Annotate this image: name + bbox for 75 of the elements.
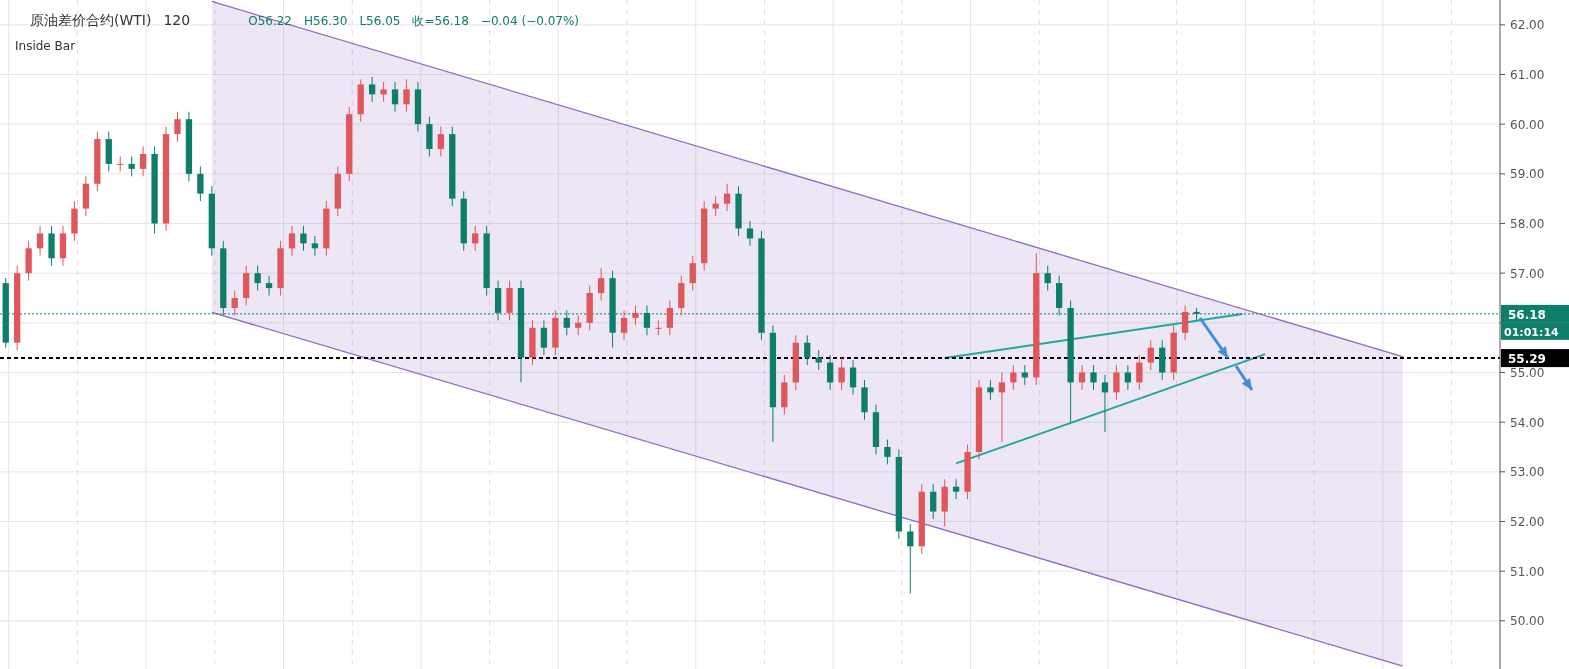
candlestick	[231, 290, 238, 316]
candlestick	[380, 81, 387, 103]
annotation: H56.30	[304, 14, 348, 28]
y-tick-label: 57.00	[1510, 266, 1545, 281]
candlestick	[472, 225, 479, 252]
candlestick	[300, 225, 307, 252]
candlestick	[930, 483, 937, 520]
candlestick	[1021, 364, 1028, 386]
candlestick	[368, 76, 376, 103]
candlestick	[1124, 364, 1132, 391]
y-tick-label: 53.00	[1510, 465, 1545, 480]
text: 120	[163, 12, 191, 28]
candlestick	[987, 379, 994, 401]
annotation: −0.04 (−0.07%)	[480, 14, 579, 28]
candlestick	[174, 111, 181, 143]
candlestick	[804, 334, 811, 366]
y-tick-label: 54.00	[1510, 415, 1545, 430]
candlestick	[1090, 364, 1097, 391]
candlestick	[1113, 364, 1120, 401]
candlestick	[265, 275, 273, 297]
y-tick-label: 55.00	[1510, 365, 1545, 380]
candlestick	[952, 478, 960, 500]
candlestick	[1010, 364, 1017, 391]
candlestick	[128, 155, 135, 177]
y-tick-label: 50.00	[1510, 614, 1545, 629]
candlestick	[849, 359, 857, 396]
ref-line-label: 55.29	[1508, 352, 1546, 367]
candlestick	[1181, 304, 1189, 341]
candlestick	[254, 265, 261, 292]
candlestick	[117, 155, 124, 172]
candlestick	[712, 195, 719, 217]
candlestick	[620, 309, 628, 341]
annotation: O56.22	[248, 14, 292, 28]
candlestick	[575, 314, 582, 336]
candlestick	[197, 165, 204, 202]
annotation: L56.05	[359, 14, 401, 28]
annotation: Inside Bar	[15, 39, 76, 53]
text: 原油差价合约(WTI)	[30, 12, 152, 28]
candlestick	[403, 78, 410, 113]
ref-line-label: 56.18	[1508, 307, 1546, 322]
candlestick	[827, 354, 834, 391]
candlestick	[437, 126, 444, 157]
candlestick	[815, 349, 822, 371]
candlestick	[1147, 339, 1154, 371]
candlestick	[632, 304, 639, 326]
y-tick-label: 52.00	[1510, 514, 1545, 529]
text: 01:01:14	[1504, 325, 1560, 339]
candlestick	[723, 183, 731, 212]
y-tick-label: 58.00	[1510, 217, 1545, 231]
candlestick	[540, 319, 548, 356]
y-tick-label: 62.00	[1510, 18, 1545, 33]
candlestick	[643, 304, 651, 336]
candlestick	[838, 357, 845, 391]
candlestick	[391, 81, 399, 113]
candlestick	[288, 225, 296, 257]
candlestick	[1044, 265, 1051, 292]
candlestick	[666, 299, 673, 336]
annotation: 收=56.18	[412, 14, 469, 28]
candlestick	[1078, 364, 1086, 391]
candlestick	[36, 225, 44, 257]
candlestick	[907, 523, 914, 595]
y-tick-label: 59.00	[1510, 167, 1545, 182]
candlestick	[1136, 354, 1143, 391]
candlestick	[998, 371, 1006, 443]
candlestick	[655, 319, 662, 336]
candlestick	[139, 146, 147, 177]
candlestick	[689, 255, 696, 292]
y-tick-label: 61.00	[1510, 68, 1545, 82]
y-tick-label: 51.00	[1510, 564, 1545, 579]
candlestick	[746, 220, 754, 247]
candlestick	[598, 267, 605, 301]
y-tick-label: 60.00	[1510, 117, 1545, 132]
candlestick	[311, 235, 319, 257]
candlestick	[1101, 374, 1109, 433]
candlestick	[884, 439, 891, 465]
